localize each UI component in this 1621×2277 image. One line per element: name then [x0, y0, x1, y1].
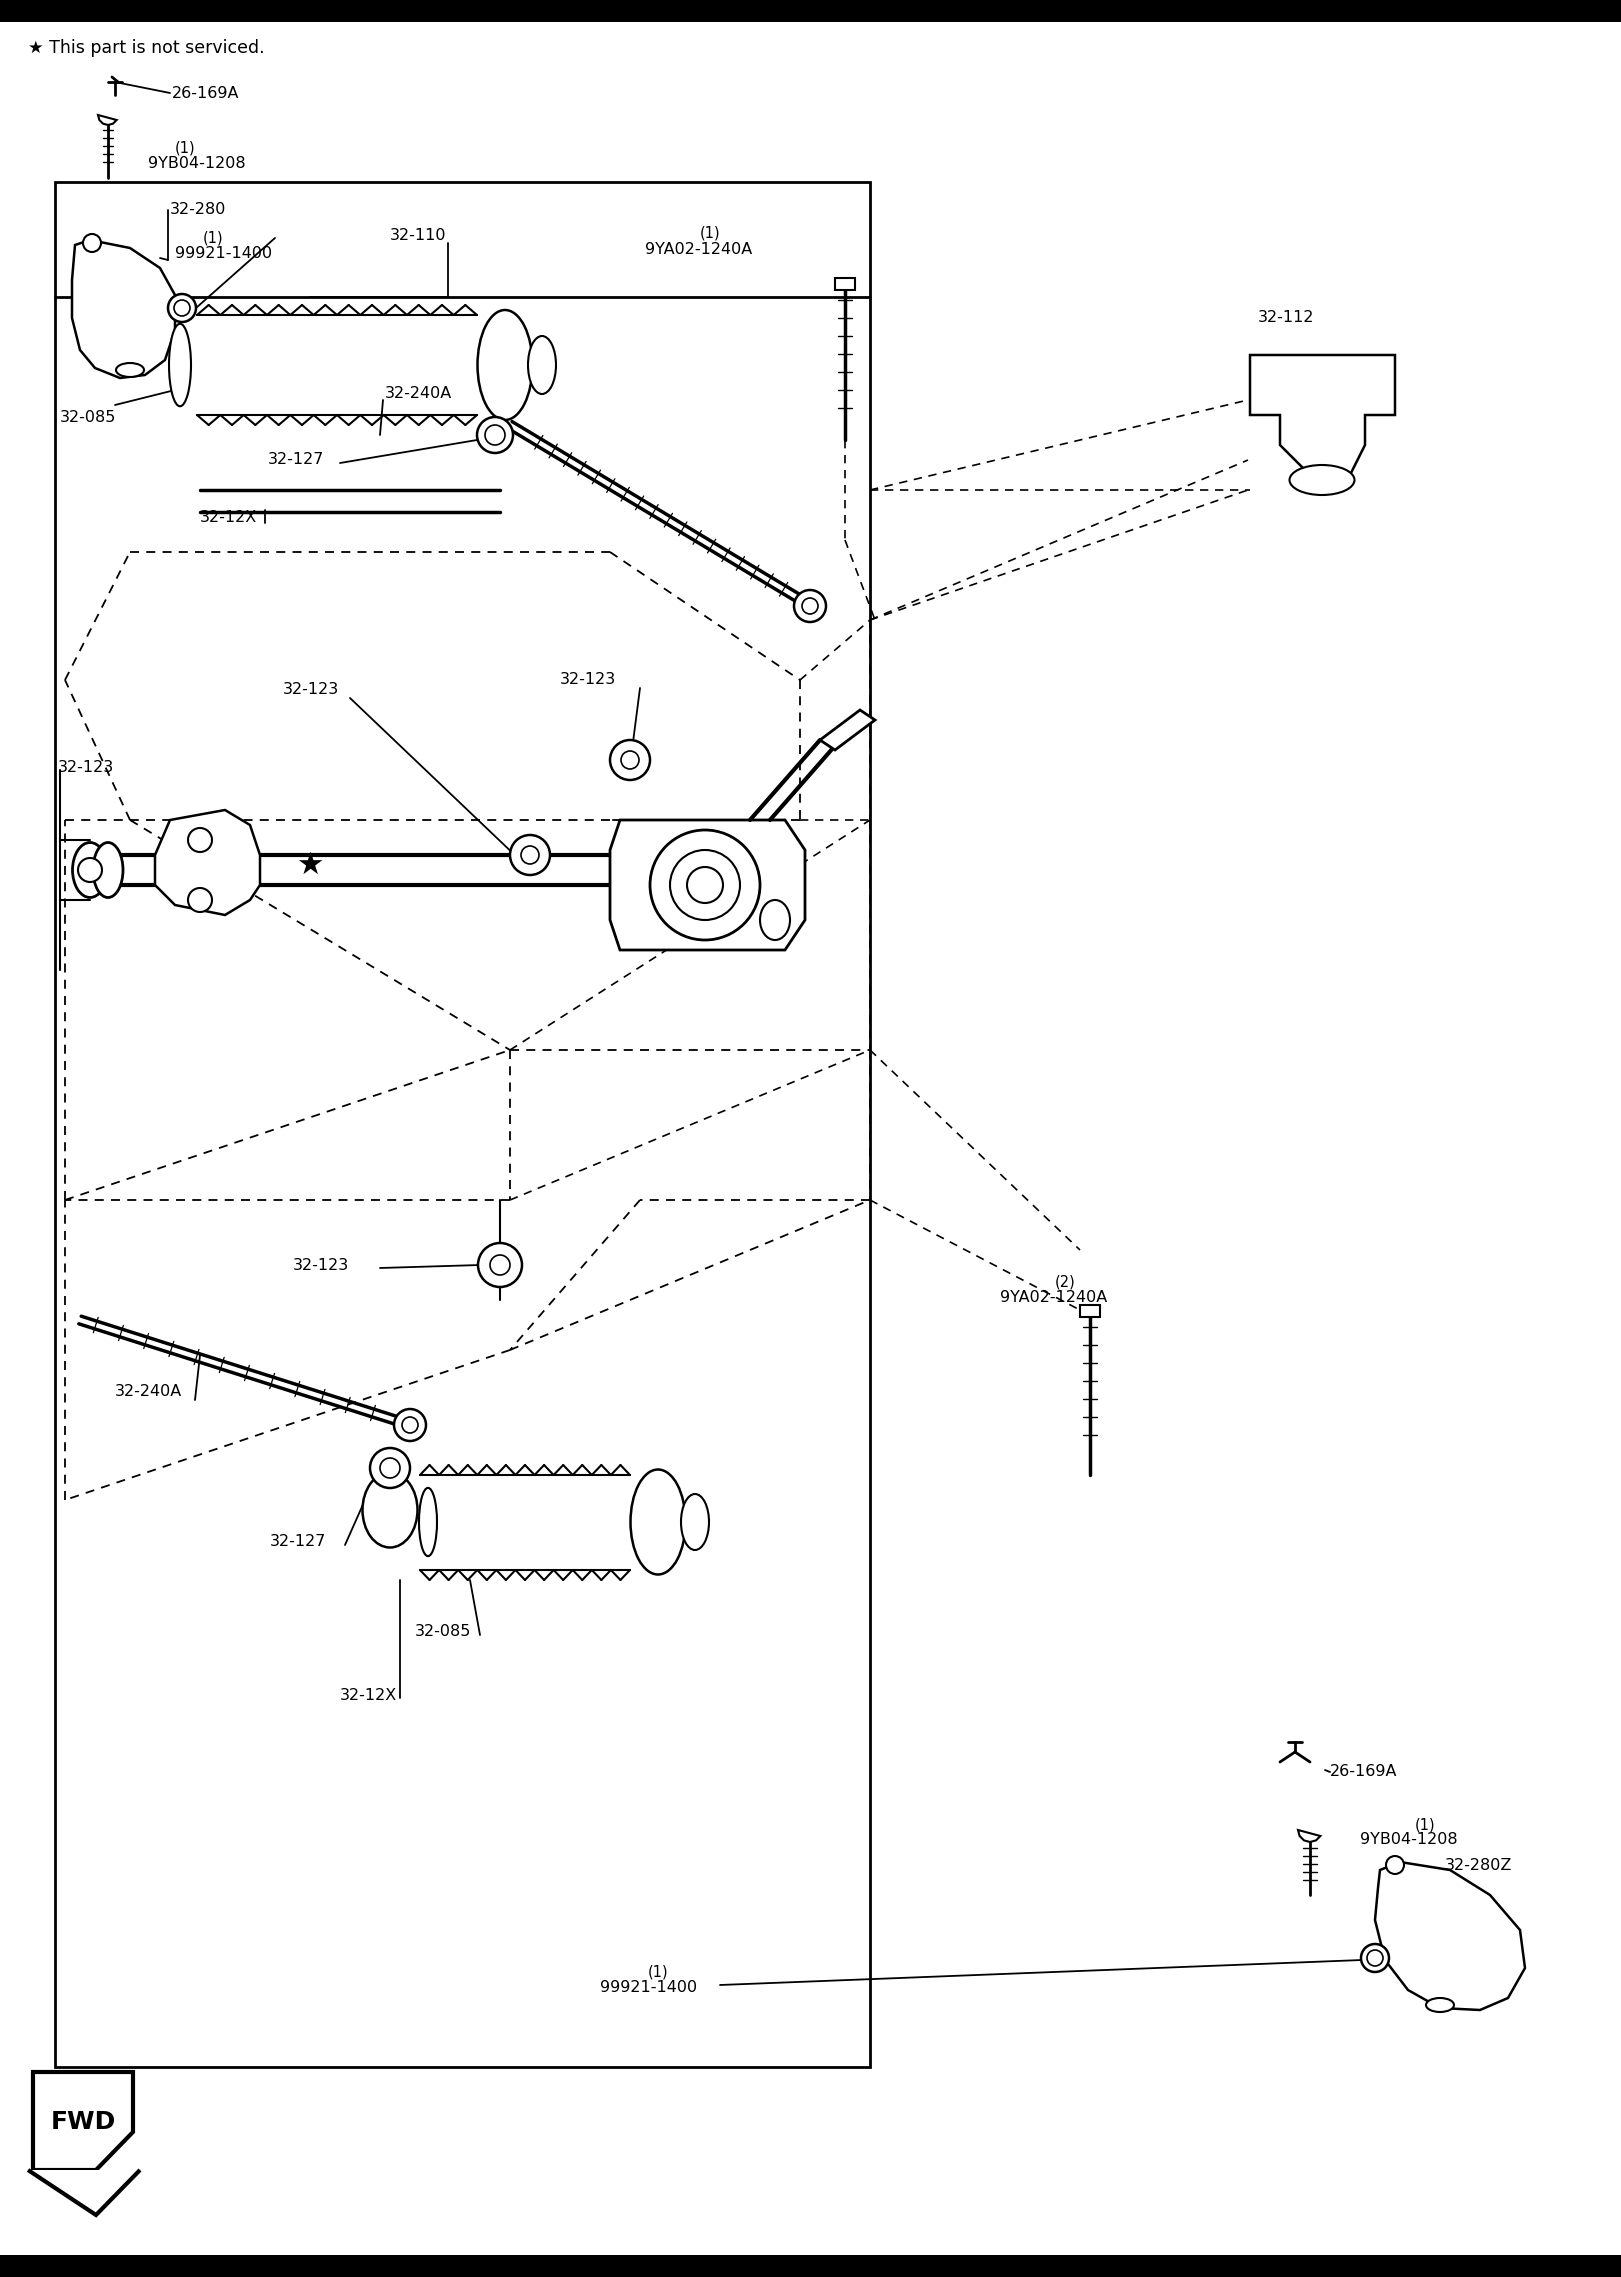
Ellipse shape: [478, 310, 533, 419]
Text: 32-112: 32-112: [1258, 310, 1315, 326]
Circle shape: [173, 301, 190, 317]
Circle shape: [1367, 1949, 1383, 1965]
Text: 32-123: 32-123: [559, 672, 616, 688]
Text: (2): (2): [1055, 1275, 1076, 1289]
Circle shape: [490, 1255, 511, 1275]
Text: 32-085: 32-085: [60, 410, 117, 426]
Bar: [0, 2254, 1621, 2277]
Circle shape: [687, 868, 723, 904]
Circle shape: [520, 847, 540, 863]
Circle shape: [169, 294, 196, 321]
Text: 32-110: 32-110: [391, 228, 446, 241]
Circle shape: [402, 1416, 418, 1432]
Circle shape: [478, 1243, 522, 1287]
Ellipse shape: [760, 899, 789, 940]
Circle shape: [621, 751, 639, 770]
Text: (1): (1): [203, 230, 224, 246]
Text: 32-127: 32-127: [271, 1535, 326, 1551]
Text: 32-12X: 32-12X: [340, 1687, 397, 1703]
Text: 32-240A: 32-240A: [115, 1384, 182, 1400]
Text: 32-280: 32-280: [170, 203, 227, 219]
Polygon shape: [32, 2072, 133, 2170]
Ellipse shape: [418, 1487, 438, 1555]
Text: 32-280Z: 32-280Z: [1444, 1858, 1512, 1872]
Ellipse shape: [681, 1494, 708, 1551]
Polygon shape: [820, 710, 875, 749]
Text: FWD: FWD: [50, 2111, 115, 2134]
Bar: [835, 278, 854, 289]
Text: 32-085: 32-085: [415, 1624, 472, 1639]
Circle shape: [394, 1409, 426, 1441]
Text: (1): (1): [175, 141, 196, 155]
Circle shape: [650, 831, 760, 940]
Polygon shape: [1298, 1831, 1321, 1842]
Ellipse shape: [528, 337, 556, 394]
Text: ★ This part is not serviced.: ★ This part is not serviced.: [28, 39, 264, 57]
Polygon shape: [156, 811, 259, 915]
Ellipse shape: [92, 842, 123, 897]
Circle shape: [485, 426, 506, 444]
Polygon shape: [71, 239, 175, 378]
Circle shape: [1386, 1856, 1404, 1874]
Circle shape: [802, 599, 819, 615]
Text: 26-169A: 26-169A: [172, 87, 240, 100]
Polygon shape: [1375, 1863, 1525, 2011]
Circle shape: [370, 1448, 410, 1487]
Text: 32-123: 32-123: [293, 1257, 349, 1273]
Ellipse shape: [169, 323, 191, 405]
Bar: [1080, 1305, 1101, 1316]
Text: 99921-1400: 99921-1400: [175, 246, 272, 260]
Circle shape: [78, 858, 102, 881]
Text: 32-240A: 32-240A: [386, 385, 452, 401]
Ellipse shape: [1426, 1997, 1454, 2013]
Ellipse shape: [1289, 465, 1355, 494]
Text: 32-123: 32-123: [284, 683, 339, 697]
Polygon shape: [97, 116, 117, 125]
Circle shape: [379, 1457, 400, 1478]
Text: ★: ★: [297, 852, 324, 879]
Text: 9YB04-1208: 9YB04-1208: [148, 155, 246, 171]
Text: 9YA02-1240A: 9YA02-1240A: [1000, 1291, 1107, 1305]
Circle shape: [669, 849, 741, 920]
Circle shape: [511, 836, 550, 874]
Text: (1): (1): [1415, 1817, 1436, 1833]
Polygon shape: [1250, 355, 1396, 476]
Circle shape: [188, 888, 212, 913]
Text: 32-127: 32-127: [267, 453, 324, 467]
Circle shape: [794, 590, 827, 622]
Ellipse shape: [363, 1473, 418, 1548]
Text: (1): (1): [700, 225, 721, 241]
Bar: [55, 182, 870, 2068]
Text: 26-169A: 26-169A: [1329, 1765, 1397, 1781]
Ellipse shape: [73, 842, 107, 897]
Circle shape: [609, 740, 650, 781]
Bar: [0, 0, 1621, 23]
Text: 99921-1400: 99921-1400: [600, 1981, 697, 1995]
Polygon shape: [28, 2170, 139, 2216]
Circle shape: [83, 235, 101, 253]
Text: 9YB04-1208: 9YB04-1208: [1360, 1833, 1457, 1847]
Circle shape: [1362, 1945, 1389, 1972]
Text: 32-12X: 32-12X: [199, 510, 258, 526]
Text: 9YA02-1240A: 9YA02-1240A: [645, 241, 752, 257]
Text: 32-123: 32-123: [58, 761, 113, 776]
Ellipse shape: [117, 362, 144, 378]
Polygon shape: [609, 820, 806, 950]
Circle shape: [188, 829, 212, 852]
Circle shape: [477, 417, 512, 453]
Text: (1): (1): [648, 1965, 668, 1979]
Ellipse shape: [631, 1469, 686, 1573]
